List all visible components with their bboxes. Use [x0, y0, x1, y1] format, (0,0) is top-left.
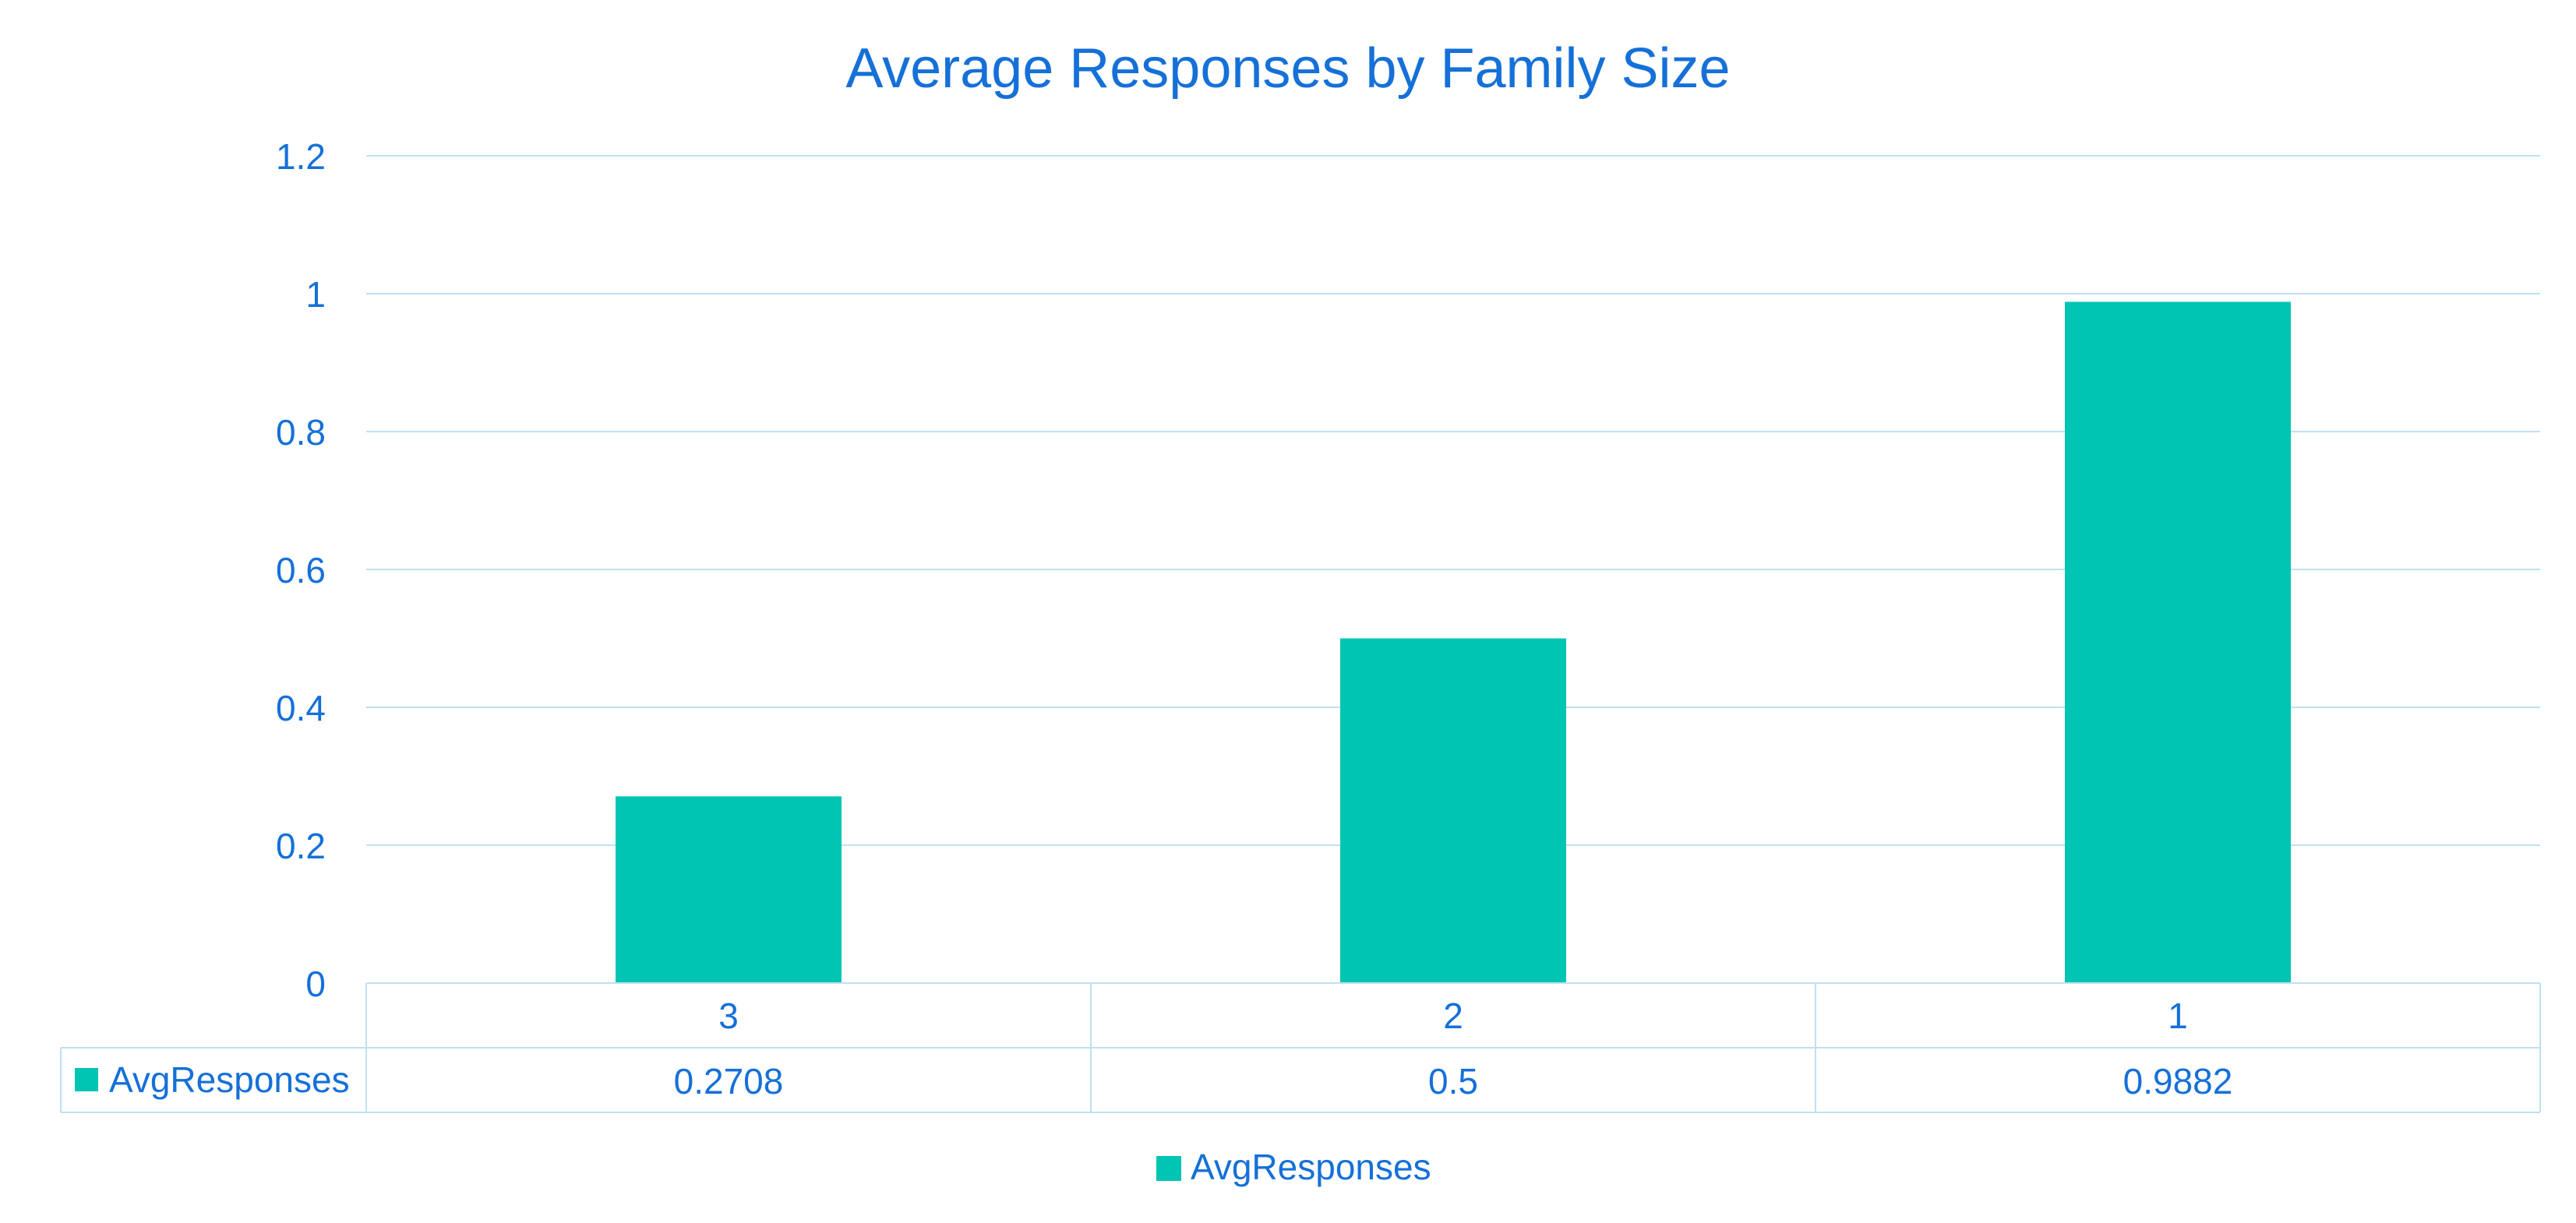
y-axis-tick-labels: 0 0.2 0.4 0.6 0.8 1 1.2: [276, 136, 326, 1004]
legend-swatch-avgresponses: [1156, 1156, 1181, 1181]
bar-3: [616, 796, 842, 983]
legend-label-avgresponses: AvgResponses: [1191, 1147, 1431, 1187]
data-table: 3 2 1 AvgResponses 0.2708 0.5 0.9882: [60, 982, 2541, 1113]
y-tick-label: 1: [305, 274, 326, 315]
data-table-value: 0.5: [1428, 1061, 1478, 1101]
y-tick-label: 0.8: [276, 412, 326, 453]
y-tick-label: 1.2: [276, 136, 326, 177]
x-category-label: 1: [2168, 996, 2188, 1036]
x-category-label: 2: [1443, 996, 1463, 1036]
bar-1: [2065, 301, 2291, 983]
chart-title: Average Responses by Family Size: [845, 37, 1730, 100]
x-category-label: 3: [718, 996, 739, 1036]
y-tick-label: 0.4: [276, 688, 326, 728]
bars: [616, 301, 2291, 983]
bar-2: [1340, 638, 1566, 983]
table-legend-key: [75, 1068, 98, 1091]
y-tick-label: 0.2: [276, 826, 326, 866]
legend: AvgResponses: [1156, 1147, 1431, 1187]
y-tick-label: 0: [305, 964, 326, 1004]
data-table-value: 0.2708: [674, 1061, 784, 1101]
table-series-label: AvgResponses: [109, 1059, 350, 1100]
data-table-value: 0.9882: [2123, 1061, 2233, 1101]
y-tick-label: 0.6: [276, 550, 326, 590]
